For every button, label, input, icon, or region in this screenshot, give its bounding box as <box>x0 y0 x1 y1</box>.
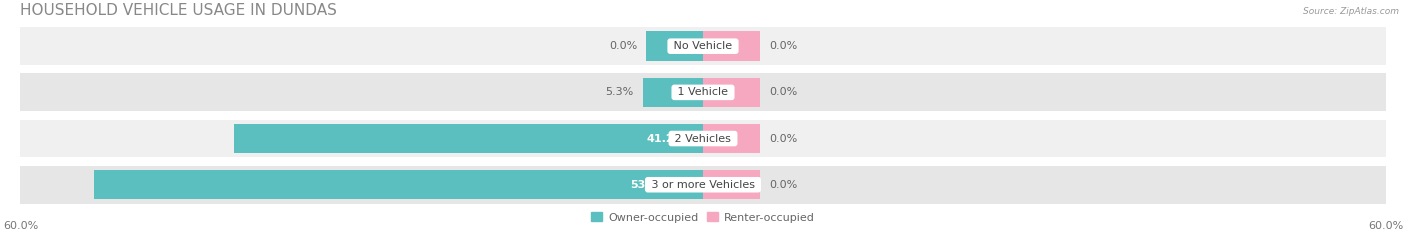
Bar <box>703 170 759 200</box>
Text: 0.0%: 0.0% <box>769 41 797 51</box>
Text: 0.0%: 0.0% <box>609 41 637 51</box>
Bar <box>703 31 759 61</box>
Bar <box>647 31 703 61</box>
Bar <box>21 73 1385 111</box>
Bar <box>703 124 759 153</box>
Bar <box>235 124 703 153</box>
Bar <box>703 78 759 107</box>
Text: HOUSEHOLD VEHICLE USAGE IN DUNDAS: HOUSEHOLD VEHICLE USAGE IN DUNDAS <box>21 3 337 18</box>
Bar <box>21 120 1385 157</box>
Bar <box>94 170 703 200</box>
Text: 3 or more Vehicles: 3 or more Vehicles <box>648 180 758 190</box>
Text: 5.3%: 5.3% <box>606 87 634 97</box>
Text: 0.0%: 0.0% <box>769 134 797 143</box>
Text: 1 Vehicle: 1 Vehicle <box>675 87 731 97</box>
Bar <box>643 78 703 107</box>
Text: 53.5%: 53.5% <box>630 180 668 190</box>
Text: No Vehicle: No Vehicle <box>671 41 735 51</box>
Bar <box>21 166 1385 204</box>
Text: 0.0%: 0.0% <box>769 180 797 190</box>
Bar <box>21 27 1385 65</box>
Text: 41.2%: 41.2% <box>647 134 686 143</box>
Text: Source: ZipAtlas.com: Source: ZipAtlas.com <box>1303 7 1399 16</box>
Text: 0.0%: 0.0% <box>769 87 797 97</box>
Legend: Owner-occupied, Renter-occupied: Owner-occupied, Renter-occupied <box>586 208 820 227</box>
Text: 2 Vehicles: 2 Vehicles <box>671 134 735 143</box>
